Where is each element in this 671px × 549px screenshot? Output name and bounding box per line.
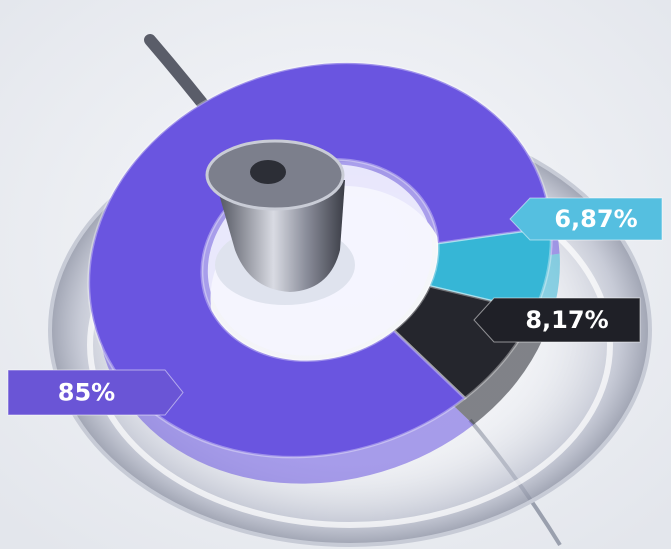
value-label: 6,87% (554, 205, 637, 233)
value-label: 8,17% (525, 306, 608, 334)
chart: 6,87% 8,17% 85% (0, 0, 671, 549)
post-socket (250, 160, 286, 184)
post (207, 141, 355, 305)
value-label: 85% (58, 379, 115, 407)
page: 6,87%8,17%85% (() => { const data = JSON… (0, 0, 671, 549)
